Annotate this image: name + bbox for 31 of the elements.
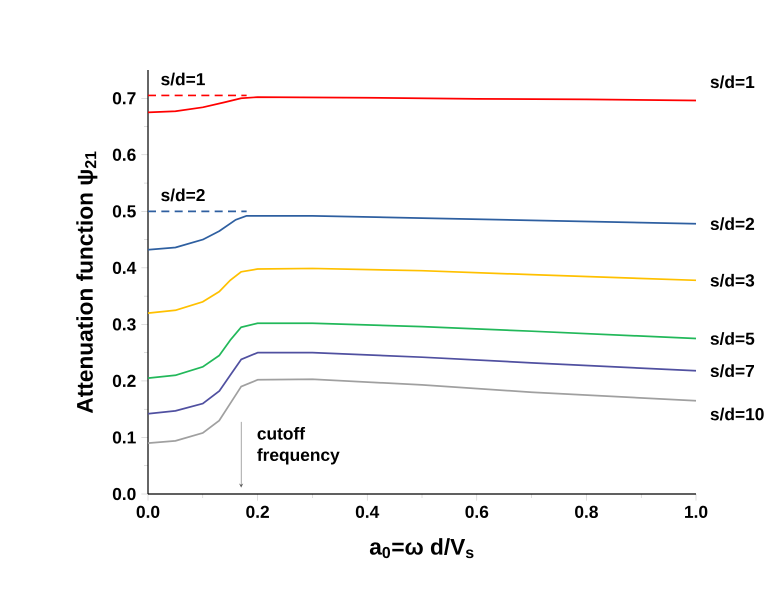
y-tick-label: 0.6 — [112, 148, 136, 161]
x-tick-label: 0.4 — [356, 506, 380, 518]
series-label: s/d=10 — [710, 408, 764, 421]
y-tick-label: 0.0 — [112, 488, 136, 500]
series-label: s/d=5 — [710, 332, 754, 345]
x-tick-label: 0.2 — [246, 506, 269, 518]
series-label: s/d=3 — [710, 274, 754, 287]
line-series — [147, 268, 697, 314]
y-tick-label: 0.1 — [112, 431, 136, 444]
x-tick-label: 0.8 — [575, 506, 598, 518]
series-label: s/d=2 — [161, 188, 205, 202]
y-tick-label: 0.5 — [112, 205, 136, 218]
y-axis-title: Attenuation function ψ$_{21}$ — [76, 151, 98, 414]
line-series — [147, 322, 697, 379]
annotation: cutoff frequency — [257, 426, 340, 464]
y-tick-label: 0.7 — [112, 92, 136, 104]
line-series — [147, 378, 697, 444]
series-label: s/d=1 — [161, 72, 205, 86]
y-tick-label: 0.3 — [112, 318, 136, 331]
y-tick-label: 0.4 — [112, 262, 136, 274]
x-tick-label: 0.6 — [465, 506, 488, 518]
line-series — [147, 96, 697, 114]
x-tick-label: 0.0 — [136, 506, 160, 518]
y-tick-label: 0.2 — [112, 374, 136, 388]
line-series — [147, 352, 697, 415]
series-label: s/d=7 — [710, 364, 754, 378]
series-label: s/d=1 — [710, 75, 754, 88]
line-series — [147, 214, 697, 251]
x-tick-label: 1.0 — [685, 506, 708, 518]
series-label: s/d=2 — [710, 217, 754, 230]
x-axis-title: a$_{0}$=ω d/V$_{s}$ — [370, 538, 474, 558]
